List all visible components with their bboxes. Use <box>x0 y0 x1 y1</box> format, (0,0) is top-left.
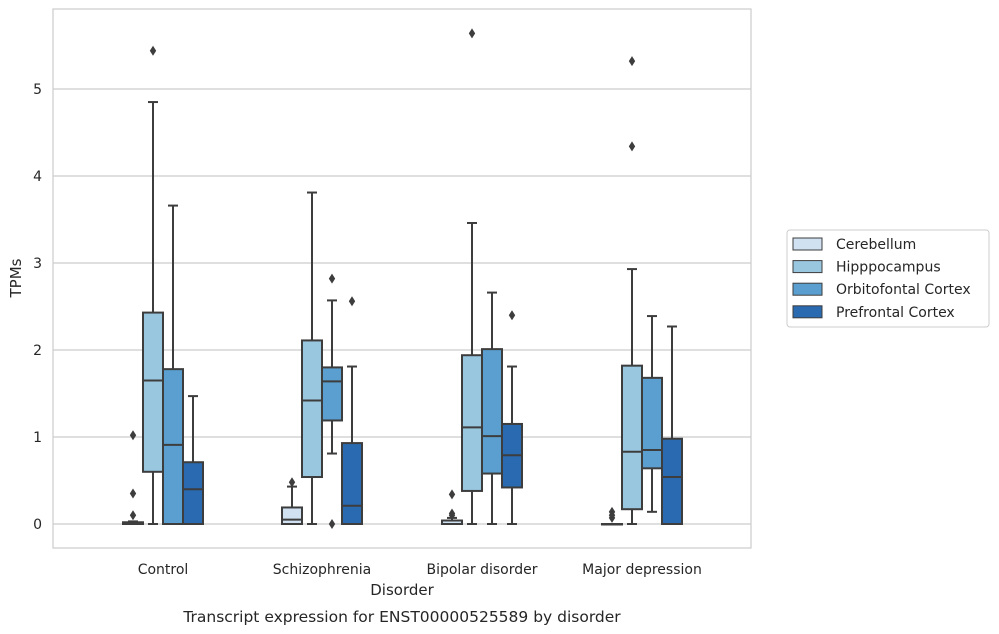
x-tick-label: Major depression <box>582 562 702 578</box>
legend-swatch <box>792 305 823 319</box>
box-group <box>341 296 363 525</box>
y-tick-label: 5 <box>33 82 42 98</box>
box-group <box>661 325 683 525</box>
y-tick-label: 2 <box>33 343 42 359</box>
box <box>461 354 483 492</box>
outlier-point <box>129 430 137 441</box>
x-tick-label: Control <box>138 562 189 578</box>
legend-swatch <box>792 260 823 274</box>
y-tick-label: 4 <box>33 169 42 185</box>
outlier-point <box>348 296 356 307</box>
outlier-point <box>448 510 456 521</box>
box-group <box>621 56 643 525</box>
x-tick-label: Schizophrenia <box>273 562 371 578</box>
outlier-point <box>129 510 137 521</box>
x-tick-label: Bipolar disorder <box>426 562 537 578</box>
box <box>661 437 683 525</box>
outlier-point <box>468 28 476 39</box>
box-group <box>601 506 623 526</box>
outlier-point <box>628 56 636 67</box>
box-group <box>321 273 343 529</box>
outlier-point <box>129 488 137 499</box>
box-group <box>182 395 204 526</box>
outlier-point <box>288 477 296 488</box>
box-group <box>461 28 483 525</box>
outlier-point <box>149 45 157 56</box>
box <box>641 376 663 470</box>
y-tick-label: 0 <box>33 517 42 533</box>
outlier-point <box>508 310 516 321</box>
legend-swatch <box>792 237 823 251</box>
y-axis-label: TPMs <box>7 258 25 298</box>
boxes <box>122 28 683 529</box>
box-group <box>122 430 144 526</box>
box-group <box>301 191 323 525</box>
box <box>481 348 503 475</box>
legend-label: Prefrontal Cortex <box>836 305 955 321</box>
box-group <box>162 204 184 526</box>
plot-frame <box>52 8 752 549</box>
box <box>142 311 164 473</box>
legend-label: Orbitofontal Cortex <box>836 282 971 298</box>
x-tick-labels: Control Schizophrenia Bipolar disorder Majo… <box>138 562 702 578</box>
outlier-point <box>608 512 616 523</box>
box <box>341 442 363 525</box>
outlier-point <box>628 141 636 152</box>
box-group <box>142 45 164 525</box>
box <box>281 506 303 526</box>
legend: Cerebellum Hipppocampus Orbitofontal Corte… <box>786 229 990 328</box>
box-group <box>501 310 523 525</box>
y-tick-labels: 0 1 2 3 4 5 <box>33 82 42 533</box>
box <box>182 461 204 526</box>
outlier-point <box>328 273 336 284</box>
box-group <box>641 315 663 513</box>
legend-swatch <box>792 282 823 296</box>
chart-caption: Transcript expression for ENST0000052558… <box>182 608 621 626</box>
x-axis-label: Disorder <box>370 581 434 599</box>
box-group <box>481 291 503 525</box>
outlier-point <box>328 519 336 529</box>
box-group <box>441 489 463 526</box>
box-group <box>281 477 303 526</box>
legend-label: Cerebellum <box>836 237 916 253</box>
box <box>321 366 343 422</box>
legend-frame <box>786 229 990 328</box>
outlier-point <box>448 489 456 500</box>
y-tick-label: 3 <box>33 256 42 272</box>
legend-label: Hipppocampus <box>836 260 941 276</box>
box <box>162 368 184 526</box>
y-tick-label: 1 <box>33 430 42 446</box>
box <box>301 339 323 479</box>
box <box>621 364 643 511</box>
